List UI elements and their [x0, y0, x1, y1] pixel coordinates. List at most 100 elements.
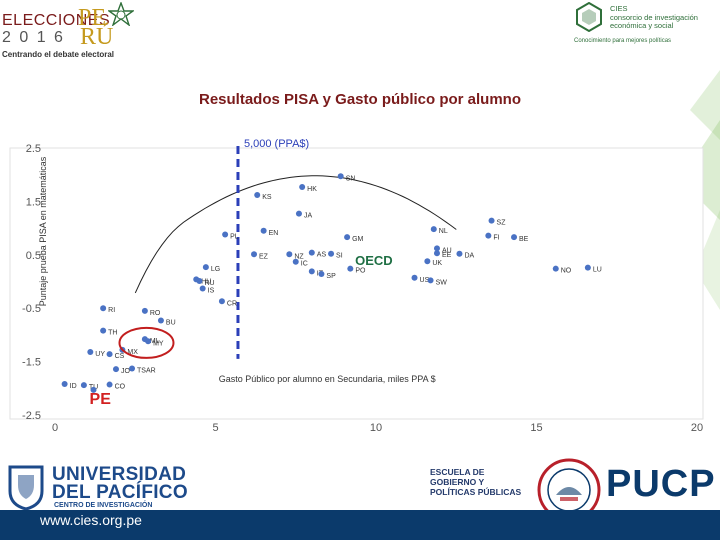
y-axis-label: Puntaje prueba PISA en matemáticas — [38, 156, 48, 306]
cies-name-2: económica y social — [610, 21, 674, 30]
data-point-be — [511, 234, 518, 241]
data-point-is — [199, 285, 206, 292]
data-point-ru — [196, 277, 203, 284]
data-point-en — [260, 227, 267, 234]
data-point-ja — [295, 210, 302, 217]
cies-emblem-icon — [576, 2, 602, 32]
y-tick-label: 2.5 — [26, 143, 41, 155]
point-label-ez: EZ — [259, 253, 269, 260]
data-point-th — [100, 327, 107, 334]
point-label-co: CO — [115, 384, 126, 391]
escuela-line-1: ESCUELA DE — [430, 467, 485, 477]
data-point-hk — [299, 183, 306, 190]
data-point-us — [411, 274, 418, 281]
point-label-ic: IC — [301, 261, 308, 268]
data-point-nz — [286, 251, 293, 258]
data-point-sp — [318, 271, 325, 278]
point-label-pe: PE — [90, 391, 112, 408]
data-point-po — [347, 265, 354, 272]
point-label-be: BE — [519, 236, 529, 243]
point-label-bu: BU — [166, 319, 176, 326]
point-label-cr: CR — [227, 300, 237, 307]
data-point-cr — [218, 298, 225, 305]
point-label-lu: LU — [593, 267, 602, 274]
point-label-my: MY — [153, 340, 164, 347]
point-label-au: AU — [442, 247, 452, 254]
data-point-lg — [202, 264, 209, 271]
point-label-po: PO — [355, 268, 366, 275]
point-label-sz: SZ — [497, 220, 507, 227]
oecd-logo: OECD — [355, 253, 393, 268]
pucp-wordmark: PUCP — [606, 463, 716, 505]
footer-bar — [0, 510, 720, 540]
point-label-as: AS — [317, 252, 327, 259]
point-label-da: DA — [464, 253, 474, 260]
point-label-pl: PL — [230, 234, 239, 241]
point-label-hk: HK — [307, 186, 317, 193]
data-point-sz — [488, 217, 495, 224]
university-line-2: DEL PACÍFICO — [52, 482, 188, 503]
point-label-sn: SN — [346, 175, 356, 182]
data-point-bu — [157, 317, 164, 324]
y-tick-label: -2.5 — [22, 410, 41, 422]
university-crest-icon — [8, 465, 44, 511]
y-tick-label: 1.5 — [26, 196, 41, 208]
data-point-tsar — [129, 365, 136, 372]
point-label-nl: NL — [439, 228, 448, 235]
point-label-ml: ML — [150, 338, 160, 345]
x-axis-annotation: Gasto Público por alumno en Secundaria, … — [219, 374, 436, 384]
elecciones-word: ELECCIONES — [2, 12, 111, 29]
point-label-hu: HU — [201, 278, 211, 285]
cies-logo: CIES consorcio de investigación económic… — [572, 0, 720, 50]
point-label-fi: FI — [493, 235, 499, 242]
point-label-uy: UY — [95, 351, 105, 358]
data-point-cs — [106, 351, 113, 358]
slide-title: Resultados PISA y Gasto público por alum… — [199, 91, 521, 108]
cies-name-1: consorcio de investigación — [610, 13, 698, 22]
data-point-gm — [344, 234, 351, 241]
data-point-uy — [87, 348, 94, 355]
highlight-ellipse — [118, 326, 175, 359]
data-point-da — [456, 250, 463, 257]
slogan: Centrando el debate electoral — [2, 50, 115, 59]
data-point-as — [308, 249, 315, 256]
trend-curve — [134, 175, 457, 294]
data-point-ro — [141, 307, 148, 314]
footer-url[interactable]: www.cies.org.pe — [40, 512, 142, 528]
data-point-ri — [100, 305, 107, 312]
footer-logos: UNIVERSIDAD DEL PACÍFICO CENTRO DE INVES… — [0, 455, 720, 540]
point-label-lg: LG — [211, 266, 220, 273]
point-label-sp: SP — [326, 273, 336, 280]
data-point-ee — [433, 250, 440, 257]
point-label-uk: UK — [432, 260, 442, 267]
threshold-label: 5,000 (PPA$) — [244, 138, 309, 150]
data-point-jo — [112, 366, 119, 373]
point-label-ee: EE — [442, 252, 452, 259]
data-point-sw — [427, 277, 434, 284]
point-label-th: TH — [108, 330, 117, 337]
pucp-seal-icon — [537, 458, 601, 522]
x-tick-label: 0 — [52, 422, 58, 434]
data-point-it — [308, 268, 315, 275]
data-point-au — [433, 245, 440, 252]
y-tick-label: 0.5 — [26, 250, 41, 262]
escuela-line-3: POLÍTICAS PÚBLICAS — [430, 487, 522, 497]
escuela-line-2: GOBIERNO Y — [430, 477, 485, 487]
point-label-mx: MX — [127, 349, 138, 356]
point-label-no: NO — [561, 268, 572, 275]
data-point-ks — [254, 191, 261, 198]
data-point-pl — [222, 231, 229, 238]
point-label-cs: CS — [115, 353, 125, 360]
data-point-tu — [80, 382, 87, 389]
x-tick-label: 20 — [691, 422, 703, 434]
point-label-si: SI — [336, 253, 343, 260]
point-label-nz: NZ — [294, 253, 304, 260]
data-point-id — [61, 381, 68, 388]
point-label-tsar: TSAR — [137, 368, 156, 375]
point-label-ja: JA — [304, 213, 313, 220]
data-point-co — [106, 381, 113, 388]
year: 2 0 1 6 — [2, 29, 65, 46]
university-sub: CENTRO DE INVESTIGACIÓN — [54, 502, 153, 509]
data-point-sn — [337, 173, 344, 180]
x-tick-label: 15 — [530, 422, 542, 434]
